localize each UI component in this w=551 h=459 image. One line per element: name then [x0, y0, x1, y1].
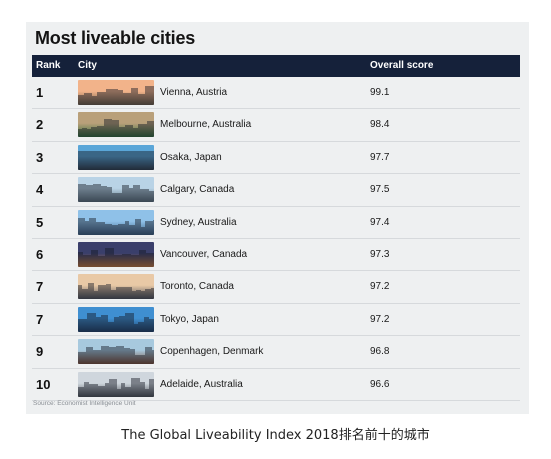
table-row: 7 Toronto, Canada 97.2	[32, 271, 520, 304]
rank-cell: 3	[36, 149, 44, 165]
city-cell: Adelaide, Australia	[160, 378, 243, 390]
score-cell: 97.7	[370, 151, 390, 163]
rank-cell: 7	[36, 311, 44, 327]
sydney-photo	[78, 209, 154, 235]
city-cell: Toronto, Canada	[160, 281, 234, 293]
source-note: Source: Economist Intelligence Unit	[33, 400, 136, 407]
table-row: 1 Vienna, Austria 99.1	[32, 77, 520, 110]
table-row: 2 Melbourne, Australia 98.4	[32, 109, 520, 142]
city-cell: Copenhagen, Denmark	[160, 346, 264, 358]
score-cell: 98.4	[370, 119, 390, 131]
rank-cell: 4	[36, 182, 44, 198]
table-title: Most liveable cities	[35, 28, 196, 48]
calgary-photo	[78, 177, 154, 203]
rankings-table: Rank City Overall score 1 Vienna, Austria…	[32, 55, 520, 401]
score-cell: 96.6	[370, 378, 390, 390]
rank-cell: 9	[36, 344, 44, 360]
vancouver-photo	[78, 241, 154, 267]
rank-cell: 2	[36, 117, 44, 133]
table-header: Rank City Overall score	[32, 55, 520, 77]
rank-cell: 1	[36, 85, 44, 100]
city-cell: Tokyo, Japan	[160, 313, 219, 325]
table-row: 4 Calgary, Canada 97.5	[32, 174, 520, 207]
city-cell: Melbourne, Australia	[160, 119, 252, 131]
table-row: 6 Vancouver, Canada 97.3	[32, 239, 520, 272]
score-cell: 97.4	[370, 216, 390, 228]
city-cell: Osaka, Japan	[160, 151, 222, 163]
table-row: 10 Adelaide, Australia 96.6	[32, 369, 520, 401]
header-overall-score: Overall score	[370, 60, 434, 71]
toronto-photo	[78, 274, 154, 300]
image-caption: The Global Liveability Index 2018排名前十的城市	[121, 428, 430, 443]
melbourne-photo	[78, 112, 154, 138]
table-row: 3 Osaka, Japan 97.7	[32, 142, 520, 175]
table-row: 5 Sydney, Australia 97.4	[32, 207, 520, 239]
score-cell: 97.5	[370, 184, 390, 196]
osaka-photo	[78, 144, 154, 170]
copenhagen-photo	[78, 339, 154, 365]
rank-cell: 5	[36, 214, 44, 230]
city-cell: Sydney, Australia	[160, 216, 237, 228]
score-cell: 97.2	[370, 313, 390, 325]
liveability-table-card: Most liveable cities Rank City Overall s…	[26, 22, 529, 414]
city-cell: Calgary, Canada	[160, 184, 235, 196]
score-cell: 97.3	[370, 248, 390, 260]
score-cell: 99.1	[370, 87, 390, 98]
city-cell: Vienna, Austria	[160, 87, 228, 98]
table-row: 9 Copenhagen, Denmark 96.8	[32, 336, 520, 369]
score-cell: 96.8	[370, 346, 390, 358]
city-cell: Vancouver, Canada	[160, 248, 248, 260]
vienna-photo	[78, 80, 154, 105]
header-rank: Rank	[36, 60, 61, 71]
rank-cell: 7	[36, 279, 44, 295]
rank-cell: 10	[36, 376, 51, 392]
rank-cell: 6	[36, 246, 44, 262]
adelaide-photo	[78, 371, 154, 397]
score-cell: 97.2	[370, 281, 390, 293]
tokyo-photo	[78, 306, 154, 332]
table-row: 7 Tokyo, Japan 97.2	[32, 304, 520, 337]
header-city: City	[78, 60, 97, 71]
table-body: 1 Vienna, Austria 99.1 2 Melbourne, Australi…	[32, 77, 520, 401]
